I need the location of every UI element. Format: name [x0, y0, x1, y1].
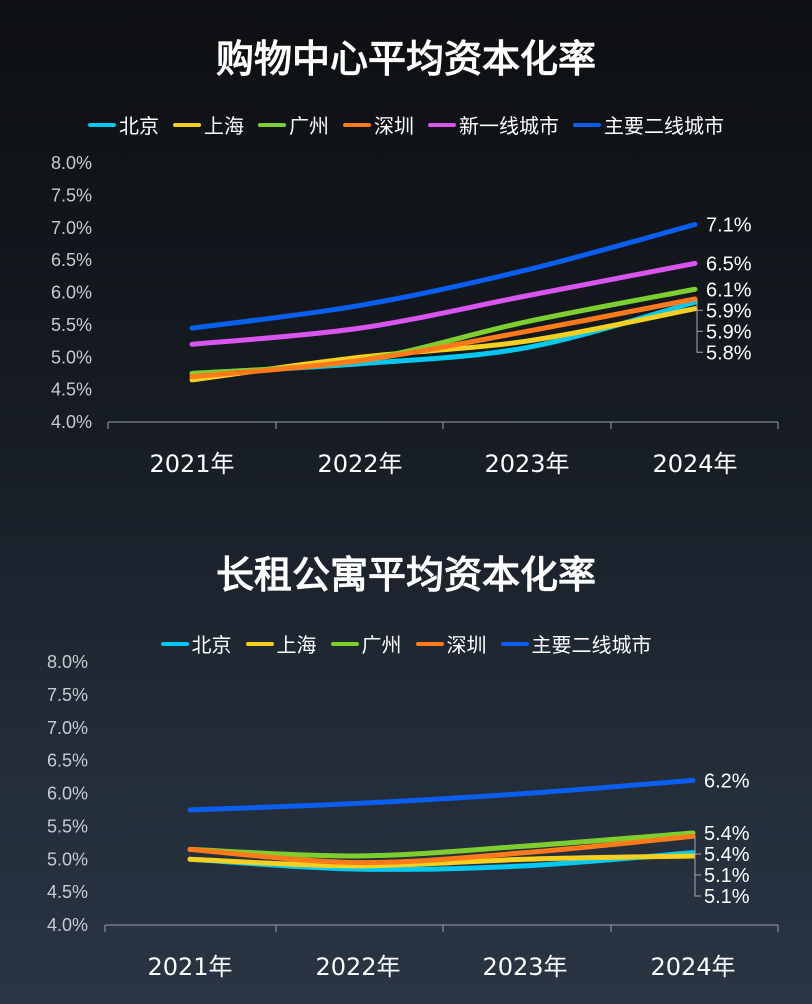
legend-label: 深圳 [446, 633, 487, 657]
legend-label: 广州 [289, 114, 329, 138]
y-tick-label: 4.5% [51, 380, 92, 400]
x-tick-label: 2021年 [147, 953, 232, 981]
data-label: 7.1% [706, 215, 752, 237]
y-tick-label: 6.5% [51, 250, 92, 270]
y-tick-label: 7.5% [51, 185, 92, 205]
legend-swatch [160, 641, 189, 646]
series-line [187, 830, 696, 859]
legend-swatch [500, 641, 529, 646]
legend-swatch [330, 641, 359, 646]
data-label: 6.2% [704, 770, 750, 792]
legend-swatch [415, 641, 444, 646]
data-label: 5.1% [704, 886, 750, 908]
legend-label: 主要二线城市 [604, 114, 724, 138]
x-tick-label: 2024年 [650, 953, 735, 981]
y-tick-label: 7.5% [47, 685, 88, 705]
data-label-leader [696, 298, 703, 311]
legend-shopping-mall: 北京 上海 广州 深圳 新一线城市 主要二线城市 [0, 110, 812, 139]
legend-swatch [258, 122, 286, 127]
legend-swatch [428, 122, 456, 127]
y-tick-label: 6.0% [51, 283, 92, 303]
legend-label: 上海 [204, 114, 244, 138]
data-label-leader [694, 836, 701, 855]
series-line [189, 296, 698, 380]
legend-label: 广州 [361, 633, 402, 657]
y-tick-label: 7.0% [51, 218, 92, 238]
x-tick-label: 2023年 [484, 450, 569, 478]
x-tick-label: 2021年 [149, 450, 234, 478]
y-tick-label: 5.5% [51, 315, 92, 335]
legend-label: 北京 [119, 114, 159, 138]
y-tick-label: 8.0% [51, 153, 92, 173]
legend-swatch [245, 641, 274, 646]
legend-label: 新一线城市 [459, 114, 559, 138]
legend-item: 主要二线城市 [500, 629, 652, 658]
series-line [187, 777, 696, 813]
legend-label: 上海 [276, 633, 317, 657]
series-line [189, 222, 698, 331]
data-label-leader [696, 302, 703, 332]
series-line [189, 260, 698, 347]
legend-item: 广州 [330, 629, 402, 658]
data-label: 5.4% [704, 844, 750, 866]
chart-title-rental-apartment: 长租公寓平均资本化率 [215, 553, 596, 597]
y-tick-label: 6.5% [47, 751, 88, 771]
legend-rental-apartment: 北京 上海 广州 深圳 主要二线城市 [0, 629, 812, 658]
legend-label: 主要二线城市 [531, 633, 652, 657]
x-tick-label: 2023年 [482, 953, 567, 981]
y-tick-label: 5.0% [47, 849, 88, 869]
data-label-leader [696, 308, 703, 353]
y-tick-label: 4.0% [51, 412, 92, 432]
data-label: 5.9% [706, 321, 752, 343]
legend-swatch [573, 122, 601, 127]
data-label: 5.8% [706, 342, 752, 364]
legend-item: 北京 [88, 110, 159, 139]
legend-swatch [88, 122, 116, 127]
data-label: 6.5% [706, 253, 752, 275]
y-tick-label: 7.0% [47, 718, 88, 738]
legend-item: 深圳 [343, 110, 414, 139]
legend-item: 北京 [160, 629, 232, 658]
x-tick-label: 2022年 [317, 450, 402, 478]
y-tick-label: 6.0% [47, 784, 88, 804]
series-line [187, 853, 696, 869]
legend-item: 新一线城市 [428, 110, 559, 139]
legend-swatch [173, 122, 201, 127]
x-tick-label: 2024年 [652, 450, 737, 478]
data-label: 5.4% [704, 823, 750, 845]
legend-item: 上海 [245, 629, 317, 658]
data-label: 6.1% [706, 279, 752, 301]
y-tick-label: 5.0% [51, 347, 92, 367]
y-tick-label: 5.5% [47, 816, 88, 836]
legend-item: 上海 [173, 110, 244, 139]
chart-title-shopping-mall: 购物中心平均资本化率 [215, 37, 596, 81]
legend-swatch [343, 122, 371, 127]
legend-label: 北京 [191, 633, 232, 657]
y-tick-label: 4.0% [47, 915, 88, 935]
y-tick-label: 4.5% [47, 882, 88, 902]
series-line [189, 286, 698, 376]
data-label: 5.9% [706, 300, 752, 322]
legend-item: 深圳 [415, 629, 487, 658]
y-tick-label: 8.0% [47, 652, 88, 672]
x-tick-label: 2022年 [315, 953, 400, 981]
legend-label: 深圳 [374, 114, 414, 138]
data-label-leader [694, 855, 701, 897]
data-label: 5.1% [704, 865, 750, 887]
series-line [187, 833, 696, 866]
legend-item: 主要二线城市 [573, 110, 724, 139]
data-label-leader [694, 852, 701, 876]
legend-item: 广州 [258, 110, 329, 139]
